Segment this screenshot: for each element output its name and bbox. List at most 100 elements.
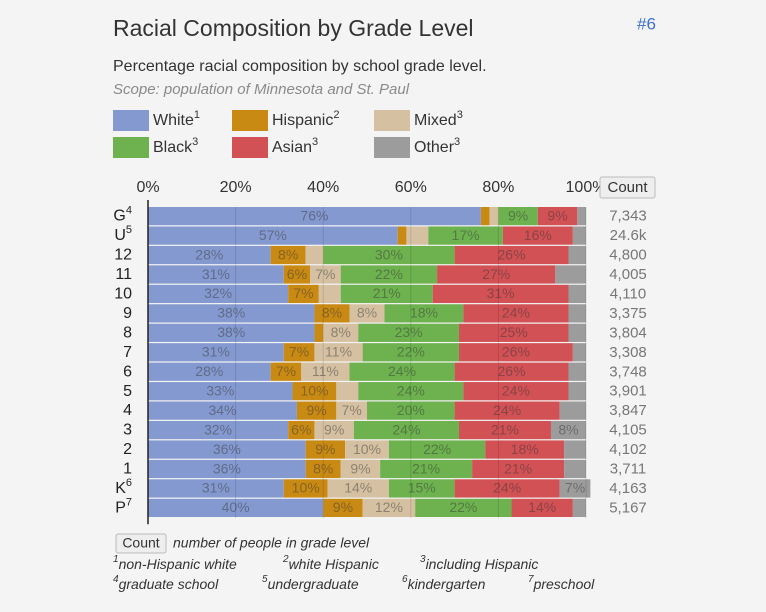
chart-title: Racial Composition by Grade Level — [113, 15, 474, 41]
superscript: 7 — [528, 574, 534, 585]
data-label: 24% — [502, 382, 530, 398]
legend-swatch — [232, 110, 268, 131]
data-label: 24% — [392, 421, 420, 437]
bar-segment — [388, 440, 486, 459]
bar-segment — [454, 479, 560, 498]
bar-segment — [367, 401, 455, 420]
text-part: 1 — [123, 461, 132, 478]
bar-segment — [550, 420, 586, 440]
bar-segment — [148, 323, 315, 342]
footnote: 3including Hispanic — [420, 554, 538, 572]
data-label: 18% — [511, 441, 539, 457]
text-part: Asian — [272, 139, 312, 156]
count-label: 7,343 — [609, 208, 647, 225]
bar-segment — [310, 265, 341, 284]
bar-segment — [568, 362, 586, 381]
bar-segment — [564, 440, 586, 459]
superscript: 2 — [282, 554, 289, 565]
text-part: 7 — [123, 344, 132, 361]
footnote: 4graduate school — [113, 574, 219, 592]
superscript: 3 — [457, 109, 463, 121]
bar-segment — [148, 382, 293, 401]
data-label: 22% — [397, 344, 425, 360]
bar-segment — [292, 382, 337, 401]
data-label: 8% — [313, 460, 333, 476]
text-part: P — [115, 500, 126, 517]
bar-segment — [148, 304, 315, 323]
footnote: 1non-Hispanic white — [113, 554, 237, 572]
count-key-box — [115, 533, 167, 554]
bar-segment — [559, 479, 591, 498]
bar-segment — [148, 459, 306, 479]
x-tick-label: 0% — [136, 179, 159, 196]
legend-label: Black3 — [153, 136, 198, 156]
bar-segment — [568, 245, 586, 265]
bar-segment — [314, 304, 350, 323]
legend-label: Other3 — [414, 136, 460, 156]
bar-segment — [323, 323, 359, 342]
text-part: including Hispanic — [426, 556, 539, 572]
data-label: 7% — [315, 266, 335, 282]
data-label: 9% — [547, 207, 567, 223]
bar-segment — [463, 382, 569, 401]
bar-segment — [270, 362, 302, 381]
bar-segment — [362, 498, 416, 517]
legend-swatch — [232, 137, 268, 158]
text-part: G — [113, 208, 125, 225]
bar-segment — [270, 245, 306, 265]
data-label: 28% — [195, 246, 223, 262]
bar-segment — [340, 284, 433, 304]
data-label: 21% — [412, 460, 440, 476]
bar-segment — [327, 479, 389, 498]
data-label: 22% — [449, 499, 477, 515]
bar-segment — [572, 343, 586, 362]
bar-segment — [568, 284, 586, 304]
bar-segment — [406, 226, 429, 245]
bar-segment — [314, 323, 324, 342]
bar-segment — [437, 265, 556, 284]
x-tick-label: 40% — [307, 179, 339, 196]
bar-segment — [314, 343, 363, 362]
bar-segment — [489, 207, 499, 226]
superscript: 3 — [192, 136, 198, 148]
data-label: 7% — [342, 402, 362, 418]
data-label: 7% — [289, 344, 309, 360]
data-label: 9% — [350, 460, 370, 476]
data-label: 31% — [202, 344, 230, 360]
text-part: 12 — [114, 247, 132, 264]
bar-segment — [336, 401, 367, 420]
y-tick-label: 7 — [123, 344, 132, 361]
data-label: 10% — [300, 382, 328, 398]
count-label: 3,375 — [609, 305, 647, 322]
bar-segment — [388, 479, 455, 498]
footnote: 7preschool — [528, 574, 595, 592]
data-label: 9% — [333, 499, 353, 515]
bar-segment — [148, 265, 284, 284]
bar-segment — [458, 343, 573, 362]
data-label: 21% — [491, 421, 519, 437]
data-label: 20% — [397, 402, 425, 418]
data-label: 9% — [315, 441, 335, 457]
bar-segment — [568, 382, 586, 401]
bar-segment — [537, 207, 578, 226]
badge[interactable]: #6 — [637, 14, 656, 33]
bar-segment — [415, 498, 512, 517]
data-label: 17% — [452, 227, 480, 243]
text-part: 11 — [115, 266, 132, 283]
data-label: 28% — [195, 363, 223, 379]
count-label: 4,800 — [609, 247, 647, 264]
bar-segment — [362, 343, 459, 362]
data-label: 10% — [292, 480, 320, 496]
text-part: 5 — [123, 383, 132, 400]
bar-segment — [340, 265, 438, 284]
data-label: 36% — [213, 460, 241, 476]
subtitle: Percentage racial composition by school … — [113, 58, 487, 75]
data-label: 22% — [423, 441, 451, 457]
superscript: 4 — [126, 205, 132, 217]
data-label: 31% — [487, 285, 515, 301]
bar-segment — [572, 226, 586, 245]
bar-segment — [564, 459, 586, 479]
y-tick-label: G4 — [113, 205, 132, 225]
count-key: Count — [122, 535, 159, 551]
